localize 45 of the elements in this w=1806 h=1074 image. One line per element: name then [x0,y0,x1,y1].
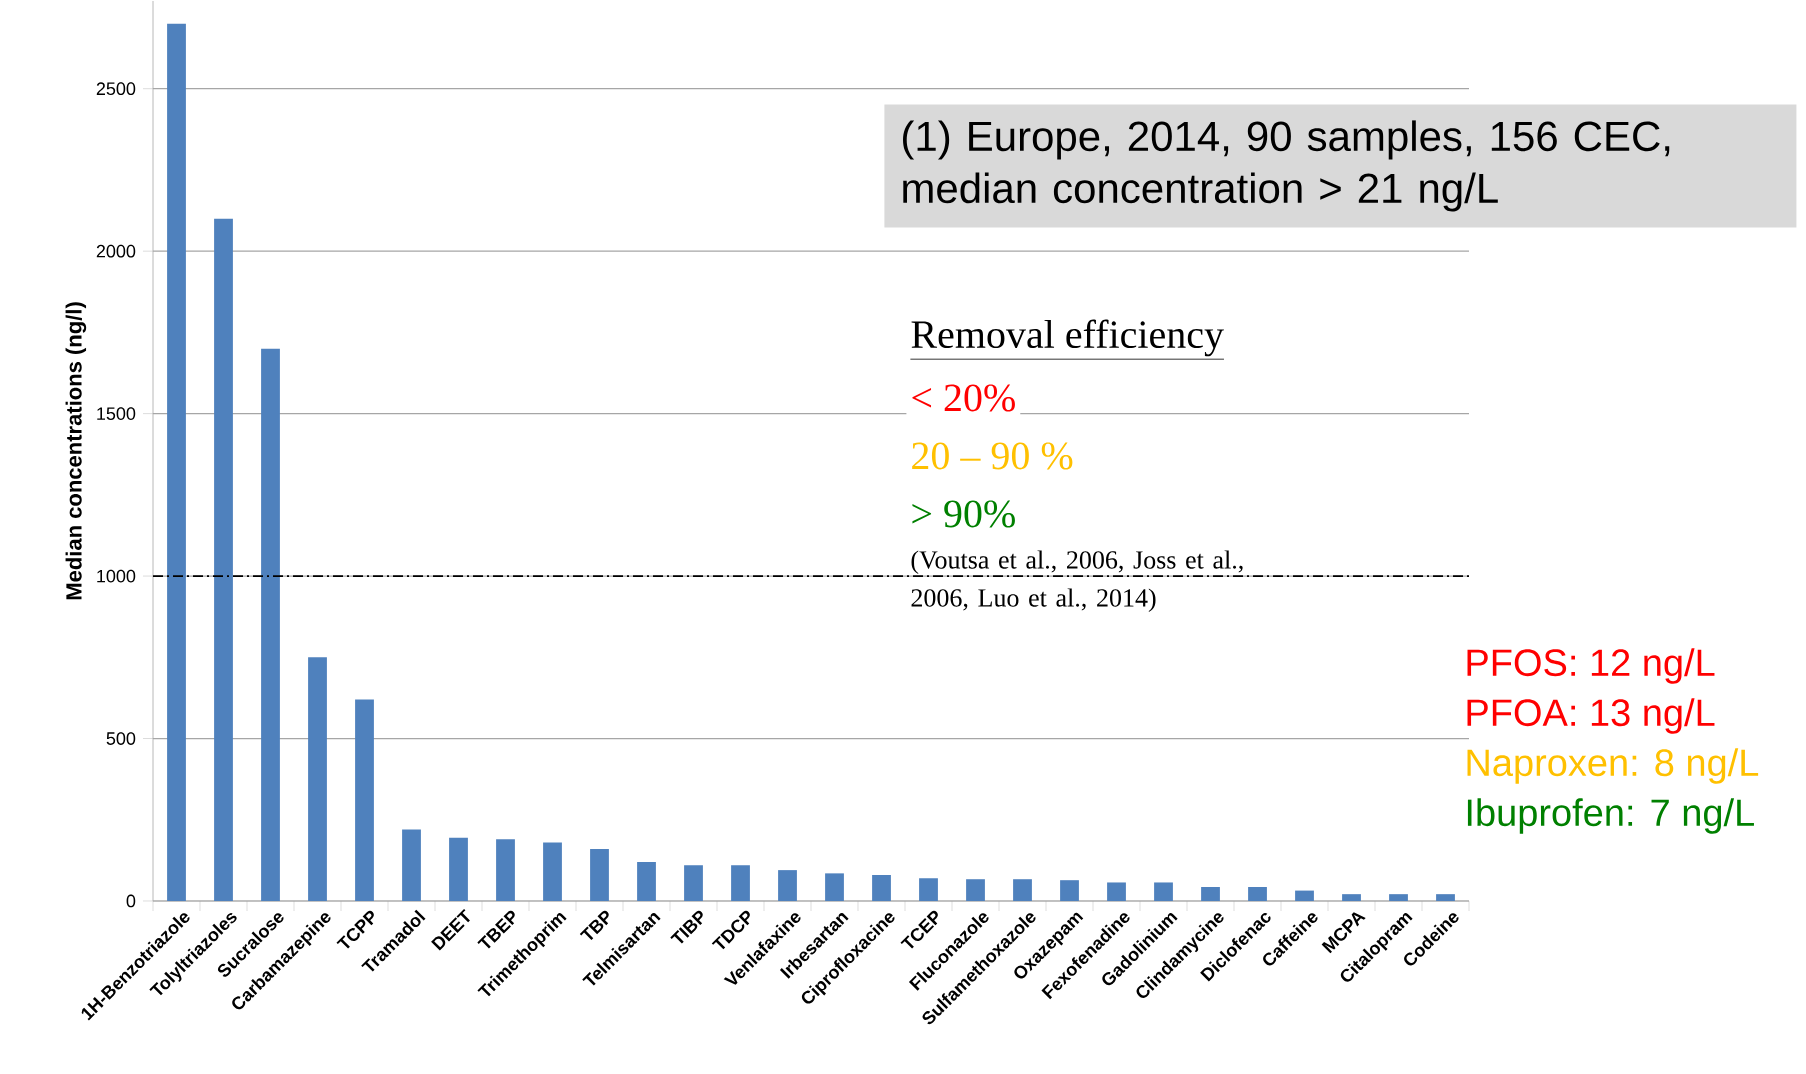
bar [496,839,515,901]
annotation: PFOA: 13 ng/L [1467,698,1715,734]
bar [1389,894,1408,901]
bar [731,865,750,901]
bar [214,218,233,901]
annotation: PFOS: 12 ng/L [1467,648,1715,684]
annotation: Removal efficiency [911,319,1224,357]
y-axis-title: Median concentrations (ng/l) [65,302,87,600]
bar [355,699,374,901]
bar [1060,880,1079,901]
bar [825,873,844,901]
annotation: > 90% [912,500,1015,528]
bar [402,829,421,901]
annotation: Ibuprofen: 7 ng/L [1467,798,1754,834]
y-tick-label: 500 [106,732,136,745]
bar [543,842,562,901]
annotation: Naproxen: 8 ng/L [1467,748,1759,784]
bar [1436,894,1455,901]
y-tick-label: 2500 [96,82,136,96]
y-tick-label: 1500 [97,407,136,421]
bar [872,874,891,901]
bar [966,879,985,901]
bar [1107,882,1126,901]
y-tick-label: 1000 [97,569,136,583]
bar [684,865,703,901]
bar [778,870,797,901]
y-tick-label: 0 [126,894,136,908]
bar [1013,879,1032,901]
annotation: < 20% [912,384,1015,412]
y-tick-label: 2000 [96,244,136,258]
bar [308,657,327,901]
bar [1342,894,1361,901]
bar [637,862,656,901]
bar [1154,882,1173,901]
bar [1248,887,1267,901]
bar [449,837,468,901]
bar [261,348,280,901]
bar [919,878,938,901]
bar [167,23,186,901]
bar [590,849,609,901]
annotation: (Voutsa et al., 2006, Joss et al., 2006, Luo et al., 2014) [911,550,1243,612]
bar [1295,890,1314,901]
annotation: (1) Europe, 2014, 90 samples, 156 CEC, median concentration > 21 ng/L [903,120,1670,212]
bar [1201,887,1220,901]
annotation: 20 – 90 % [912,442,1073,470]
